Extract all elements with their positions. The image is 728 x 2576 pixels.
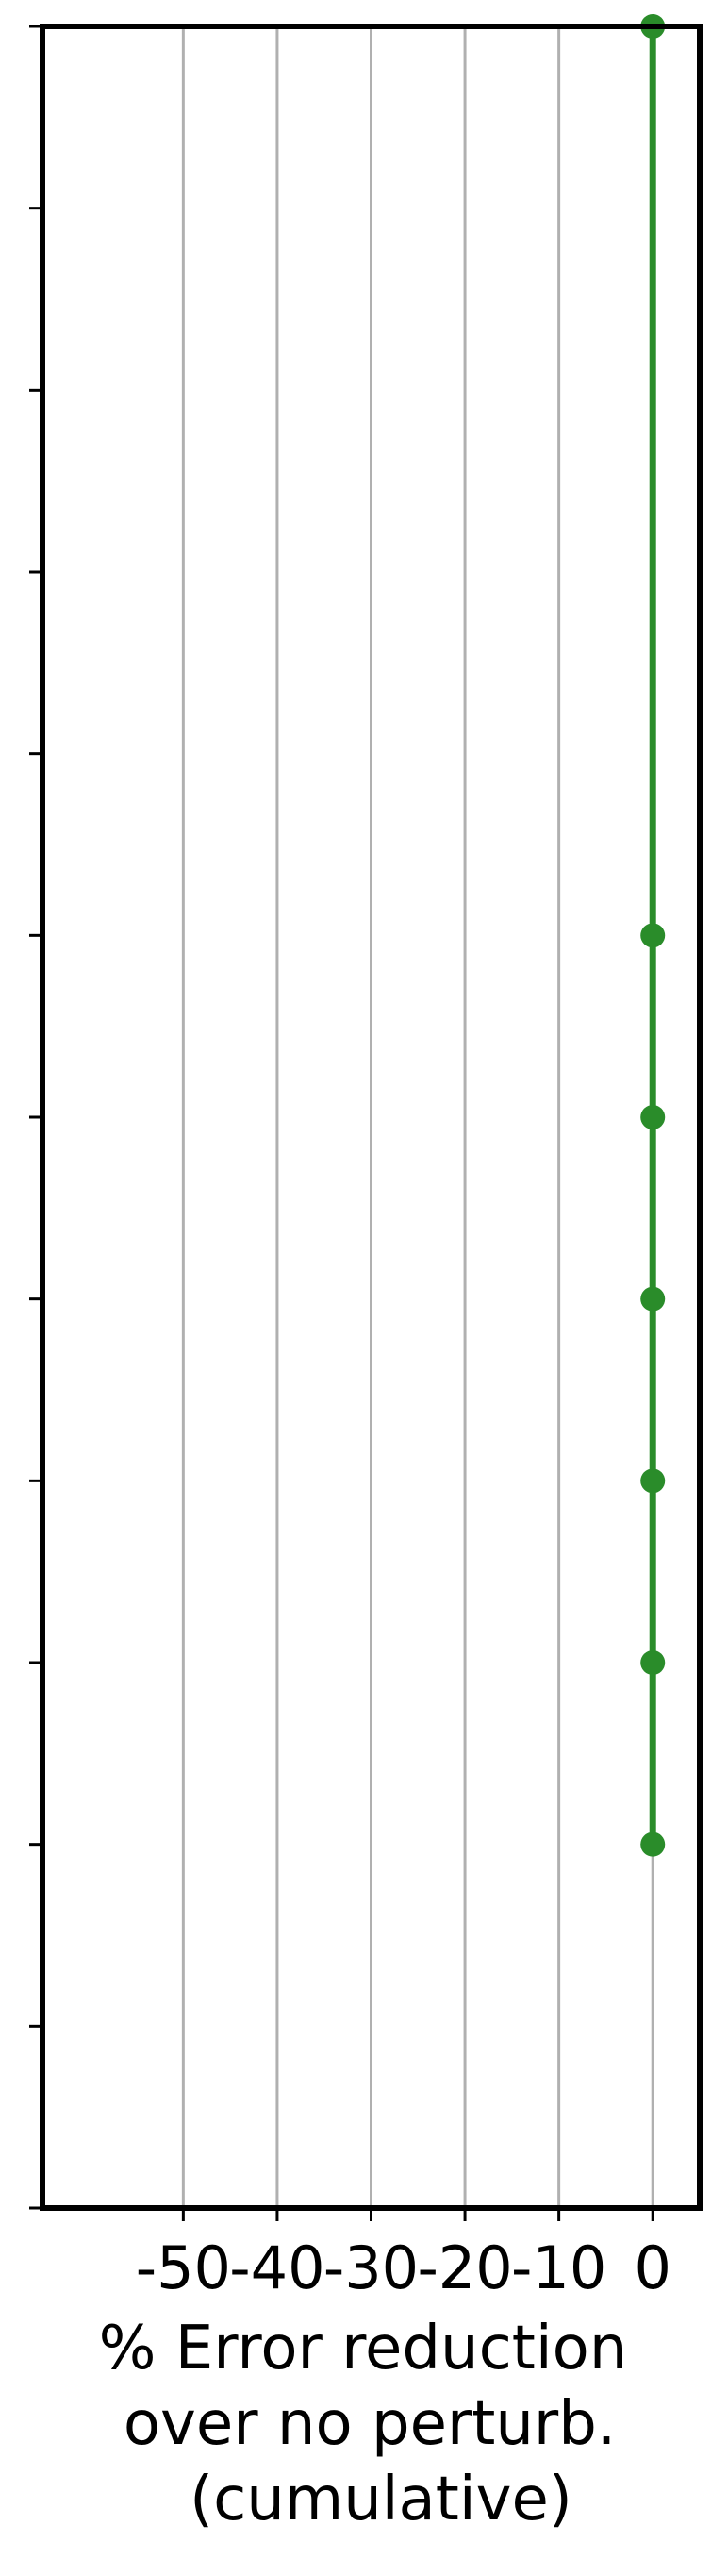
data-point bbox=[640, 1286, 666, 1312]
x-axis-label-line-1: % Error reduction bbox=[99, 2314, 628, 2384]
data-point bbox=[640, 1105, 666, 1129]
series-layer bbox=[640, 14, 666, 1857]
x-axis-label-line-3: (cumulative) bbox=[190, 2465, 572, 2534]
x-tick-label: -30 bbox=[323, 2233, 419, 2302]
data-point bbox=[640, 1832, 666, 1857]
y-ticks bbox=[29, 25, 42, 2210]
x-tick-label: -10 bbox=[511, 2233, 606, 2302]
data-point bbox=[640, 1468, 666, 1494]
data-point bbox=[640, 923, 666, 948]
x-tick-label: -20 bbox=[417, 2233, 512, 2302]
x-tick-label: -50 bbox=[136, 2233, 231, 2302]
x-tick-label: 0 bbox=[634, 2233, 670, 2302]
x-tick-label: -40 bbox=[229, 2233, 324, 2302]
x-axis-label-line-2: over no perturb. bbox=[124, 2389, 616, 2459]
x-ticks: -50-40-30-20-10 0 bbox=[136, 2208, 671, 2302]
data-point bbox=[640, 1650, 666, 1675]
